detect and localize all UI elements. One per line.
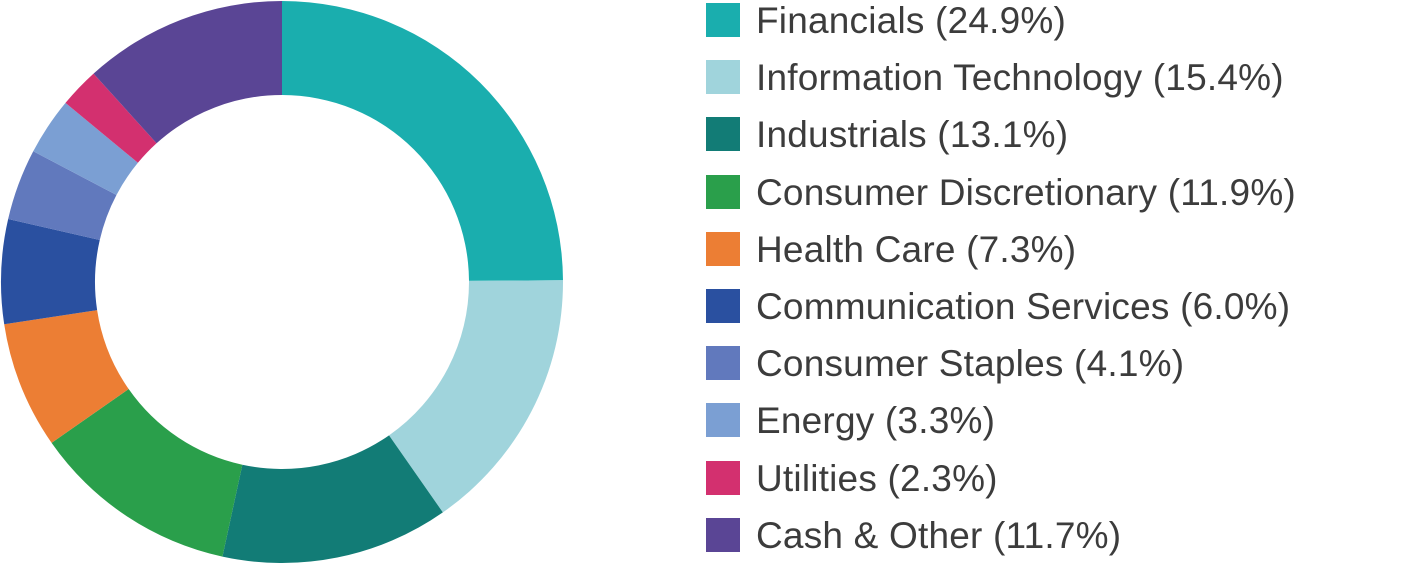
legend-swatch bbox=[706, 174, 740, 209]
legend-swatch bbox=[706, 231, 740, 266]
legend-item-communication-services: Communication Services (6.0%) bbox=[706, 286, 1421, 346]
legend-label: Information Technology (15.4%) bbox=[756, 57, 1284, 99]
slice-energy bbox=[33, 102, 138, 196]
slice-communication-services bbox=[1, 218, 100, 325]
legend-item-consumer-staples: Consumer Staples (4.1%) bbox=[706, 343, 1421, 403]
legend-item-information-technology: Information Technology (15.4%) bbox=[706, 57, 1421, 117]
donut-chart bbox=[1, 1, 563, 563]
slice-industrials bbox=[222, 435, 443, 563]
legend-label: Energy (3.3%) bbox=[756, 400, 996, 442]
legend-swatch bbox=[706, 60, 740, 95]
legend-swatch bbox=[706, 3, 740, 37]
legend-swatch bbox=[706, 517, 740, 552]
legend-item-cash-and-other: Cash & Other (11.7%) bbox=[706, 515, 1421, 575]
legend-label: Consumer Discretionary (11.9%) bbox=[756, 171, 1296, 213]
slice-health-care bbox=[4, 310, 129, 443]
slice-consumer-staples bbox=[8, 151, 117, 241]
legend-swatch bbox=[706, 346, 740, 381]
chart-legend: Financials (24.9%) Information Technology… bbox=[706, 0, 1421, 575]
legend-label: Cash & Other (11.7%) bbox=[756, 514, 1122, 556]
legend-label: Consumer Staples (4.1%) bbox=[756, 343, 1185, 385]
legend-item-energy: Energy (3.3%) bbox=[706, 400, 1421, 460]
legend-item-health-care: Health Care (7.3%) bbox=[706, 229, 1421, 289]
slice-information-technology bbox=[389, 280, 563, 513]
legend-label: Financials (24.9%) bbox=[756, 0, 1067, 41]
legend-label: Utilities (2.3%) bbox=[756, 457, 998, 499]
slice-utilities bbox=[65, 73, 157, 163]
legend-swatch bbox=[706, 117, 740, 152]
slice-cash-and-other bbox=[93, 1, 282, 144]
legend-swatch bbox=[706, 288, 740, 323]
legend-swatch bbox=[706, 460, 740, 495]
legend-item-consumer-discretionary: Consumer Discretionary (11.9%) bbox=[706, 172, 1421, 232]
legend-item-industrials: Industrials (13.1%) bbox=[706, 114, 1421, 174]
legend-swatch bbox=[706, 403, 740, 438]
legend-item-utilities: Utilities (2.3%) bbox=[706, 458, 1421, 518]
slice-financials bbox=[282, 1, 563, 281]
legend-item-financials: Financials (24.9%) bbox=[706, 0, 1421, 60]
legend-label: Health Care (7.3%) bbox=[756, 228, 1077, 270]
legend-label: Communication Services (6.0%) bbox=[756, 285, 1291, 327]
slice-consumer-discretionary bbox=[51, 389, 243, 557]
legend-label: Industrials (13.1%) bbox=[756, 114, 1069, 156]
